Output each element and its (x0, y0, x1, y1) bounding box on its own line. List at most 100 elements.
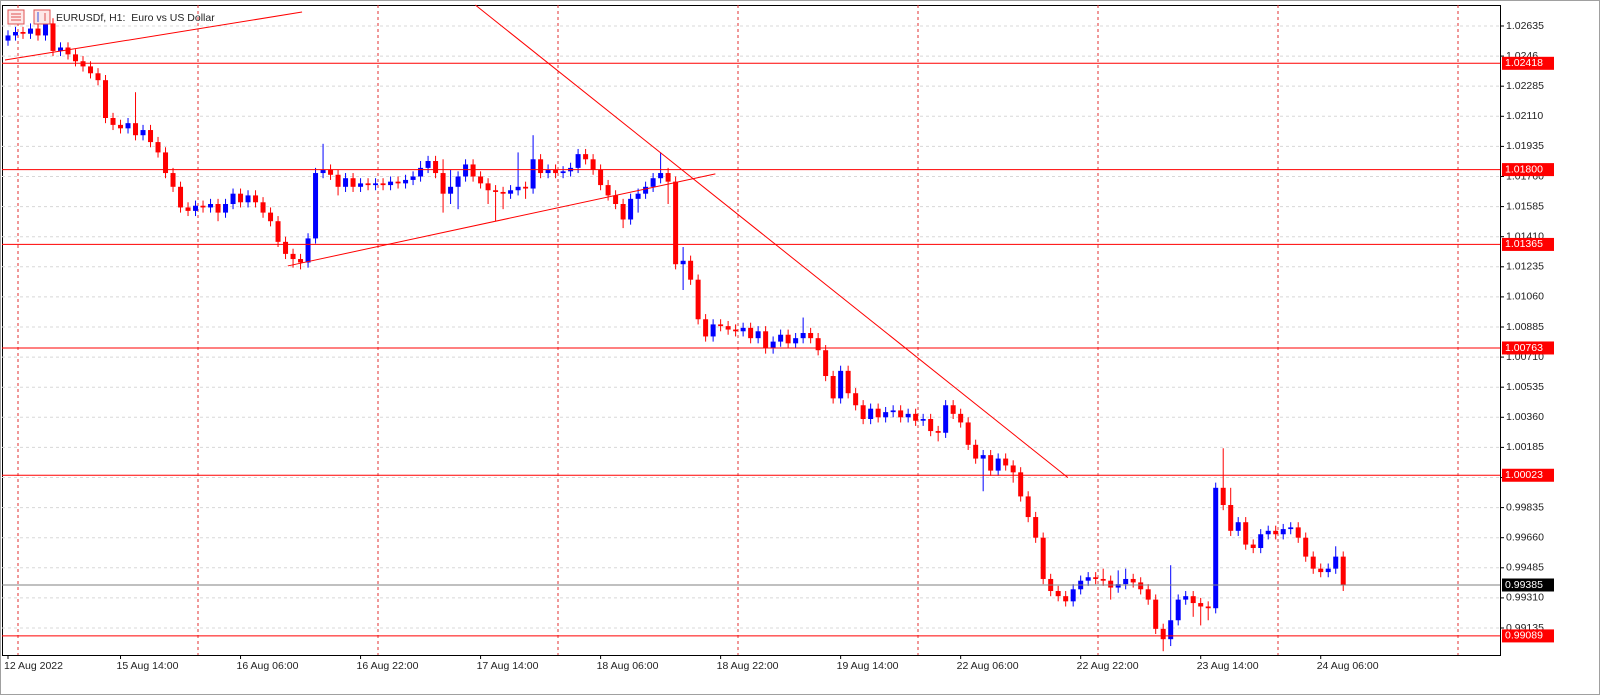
candle-body (215, 204, 221, 213)
candle-body (830, 376, 836, 399)
candle-body (50, 23, 56, 51)
candle-body (253, 195, 259, 203)
trendline (475, 4, 1069, 479)
trendline (287, 173, 716, 267)
level-label-bg (1502, 56, 1554, 70)
candle-body (718, 324, 724, 327)
candle-body (590, 159, 596, 170)
candle-body (1288, 527, 1294, 530)
candle-body (58, 47, 64, 51)
candle-body (125, 123, 131, 129)
plot-area (2, 5, 1501, 656)
candle-body (1070, 589, 1076, 602)
candle-body (868, 408, 874, 420)
candle-body (73, 54, 79, 62)
level-label: 1.01365 (1505, 238, 1543, 250)
candle-body (1100, 578, 1106, 581)
candle-body (1205, 606, 1211, 609)
y-tick-label: 0.99660 (1506, 531, 1544, 543)
level-label: 0.99385 (1505, 579, 1543, 591)
candle-body (283, 241, 289, 254)
candle-body (500, 191, 506, 194)
candle-body (260, 202, 266, 213)
chart-icon[interactable] (33, 9, 51, 25)
candle-body (605, 185, 611, 196)
level-label: 1.00763 (1505, 342, 1543, 354)
candle-body (418, 167, 424, 177)
candle-body (928, 419, 934, 432)
period-separators (17, 5, 1459, 655)
candle-body (28, 28, 34, 34)
candle-body (965, 422, 971, 445)
candle-body (1108, 580, 1114, 588)
candle-body (695, 279, 701, 320)
objects (2, 4, 1500, 637)
candle-body (403, 179, 409, 184)
candle-body (530, 159, 536, 189)
candle-body (425, 161, 431, 168)
candle-body (178, 186, 184, 208)
candle-body (808, 333, 814, 339)
candle-body (1280, 529, 1286, 535)
candle-body (785, 334, 791, 344)
candle-body (523, 186, 529, 189)
candle-body (1130, 578, 1136, 583)
candle-body (373, 183, 379, 186)
candle-body (395, 181, 401, 184)
level-label-bg (1502, 237, 1554, 251)
candle-body (883, 412, 889, 418)
candle-body (1063, 596, 1069, 602)
candle-body (905, 413, 911, 418)
candle-body (935, 431, 941, 433)
candle-body (1085, 577, 1091, 581)
candle-body (673, 181, 679, 265)
candle-body (43, 23, 49, 36)
candle-body (305, 238, 311, 263)
candle-body (1295, 527, 1301, 538)
candle-body (838, 370, 844, 399)
y-tick-label: 1.00885 (1506, 321, 1544, 333)
candle-body (103, 80, 109, 119)
candle-body (433, 161, 439, 174)
candles (5, 18, 1346, 652)
candle-body (665, 173, 671, 182)
candle-body (140, 130, 146, 136)
candle-body (815, 338, 821, 351)
level-label-bg (1502, 341, 1554, 355)
candle-body (553, 169, 559, 174)
candle-body (920, 419, 926, 421)
candle-body (1018, 472, 1024, 497)
y-tick-label: 1.01060 (1506, 291, 1544, 303)
y-tick-label: 1.00185 (1506, 441, 1544, 453)
candle-body (793, 338, 799, 344)
candle-body (1250, 544, 1256, 549)
candle-body (583, 154, 589, 160)
candle-body (148, 130, 154, 143)
candle-body (620, 204, 626, 220)
y-tick-label: 1.02285 (1506, 80, 1544, 92)
candle-body (440, 173, 446, 194)
candle-body (763, 331, 769, 349)
candle-body (110, 118, 116, 125)
candle-body (1138, 582, 1144, 590)
candle-body (515, 186, 521, 191)
candle-body (650, 178, 656, 187)
candle-body (238, 193, 244, 203)
candle-body (410, 176, 416, 180)
candle-body (1010, 465, 1016, 473)
candle-body (290, 253, 296, 260)
candle-body (688, 260, 694, 280)
candle-body (1325, 568, 1331, 573)
level-label-bg (1502, 163, 1554, 177)
candle-body (455, 176, 461, 187)
candle-body (658, 173, 664, 179)
candle-body (328, 169, 334, 175)
candle-body (1243, 522, 1249, 545)
x-tick-label: 16 Aug 22:00 (357, 660, 419, 672)
candle-body (1228, 505, 1234, 531)
candle-body (575, 154, 581, 168)
candle-body (643, 186, 649, 194)
candle-body (1160, 628, 1166, 640)
candle-body (958, 413, 964, 423)
